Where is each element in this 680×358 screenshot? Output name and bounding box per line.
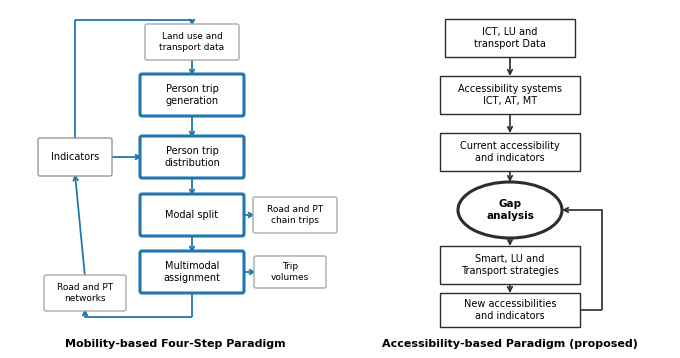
Text: ICT, LU and
transport Data: ICT, LU and transport Data: [474, 27, 546, 49]
Text: New accessibilities
and indicators: New accessibilities and indicators: [464, 299, 556, 321]
FancyBboxPatch shape: [38, 138, 112, 176]
FancyBboxPatch shape: [440, 246, 580, 284]
FancyBboxPatch shape: [440, 76, 580, 114]
FancyBboxPatch shape: [140, 136, 244, 178]
Text: Multimodal
assignment: Multimodal assignment: [163, 261, 220, 283]
Text: Indicators: Indicators: [51, 152, 99, 162]
FancyBboxPatch shape: [44, 275, 126, 311]
Text: Road and PT
networks: Road and PT networks: [57, 283, 113, 303]
FancyBboxPatch shape: [440, 293, 580, 327]
Text: Land use and
transport data: Land use and transport data: [159, 32, 224, 52]
FancyBboxPatch shape: [445, 19, 575, 57]
FancyBboxPatch shape: [145, 24, 239, 60]
Text: Accessibility systems
ICT, AT, MT: Accessibility systems ICT, AT, MT: [458, 84, 562, 106]
Text: Current accessibility
and indicators: Current accessibility and indicators: [460, 141, 560, 163]
FancyBboxPatch shape: [254, 256, 326, 288]
Text: Gap
analysis: Gap analysis: [486, 199, 534, 221]
Text: Person trip
distribution: Person trip distribution: [164, 146, 220, 168]
FancyBboxPatch shape: [253, 197, 337, 233]
Text: Trip
volumes: Trip volumes: [271, 262, 309, 282]
FancyBboxPatch shape: [440, 133, 580, 171]
Text: Person trip
generation: Person trip generation: [165, 84, 218, 106]
Ellipse shape: [458, 182, 562, 238]
FancyBboxPatch shape: [140, 194, 244, 236]
Text: Mobility-based Four-Step Paradigm: Mobility-based Four-Step Paradigm: [65, 339, 286, 349]
Text: Modal split: Modal split: [165, 210, 218, 220]
Text: Smart, LU and
Transport strategies: Smart, LU and Transport strategies: [461, 254, 559, 276]
FancyBboxPatch shape: [140, 251, 244, 293]
FancyBboxPatch shape: [140, 74, 244, 116]
Text: Road and PT
chain trips: Road and PT chain trips: [267, 205, 323, 225]
Text: Accessibility-based Paradigm (proposed): Accessibility-based Paradigm (proposed): [382, 339, 638, 349]
